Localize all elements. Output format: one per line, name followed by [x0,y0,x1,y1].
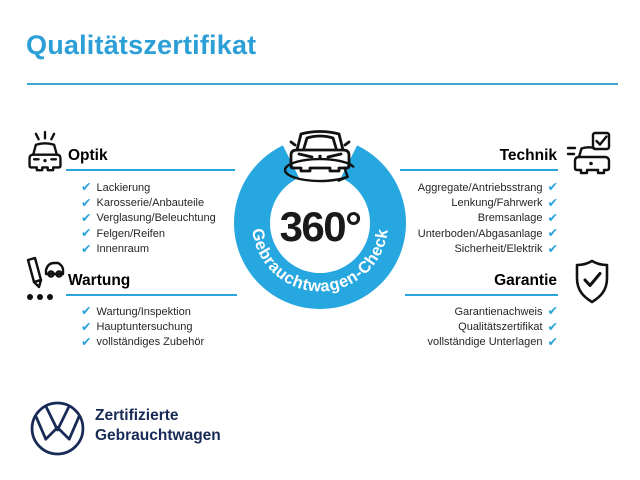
checklist-optik: ✔ Lackierung ✔ Karosserie/Anbauteile ✔ Verg… [81,180,216,256]
check-icon: ✔ [81,210,92,225]
check-icon: ✔ [81,180,92,195]
checklist-item-label: Innenraum [96,242,150,255]
checklist-item-label: Unterboden/Abgasanlage [417,227,543,240]
section-title-optik: Optik [68,147,108,164]
checklist-item: ✔ Karosserie/Anbauteile [81,195,216,210]
checklist-item: ✔ Hauptuntersuchung [81,319,204,334]
checklist-item: Qualitätszertifikat ✔ [428,319,558,334]
checklist-item-label: vollständiges Zubehör [96,336,205,349]
check-icon: ✔ [547,195,558,210]
check-icon: ✔ [547,210,558,225]
car-rotate-icon [283,130,355,183]
footer-line1: Zertifizierte [95,407,179,424]
check-icon: ✔ [81,319,92,334]
section-title-garantie: Garantie [494,272,557,289]
checklist-garantie: Garantienachweis ✔ Qualitätszertifikat ✔ v… [428,304,558,350]
check-icon: ✔ [81,304,92,319]
checklist-wartung: ✔ Wartung/Inspektion ✔ Hauptuntersuchung ✔… [81,304,204,350]
checklist-item: ✔ Verglasung/Beleuchtung [81,211,216,226]
checklist-item: Aggregate/Antriebsstrang ✔ [418,180,558,195]
check-icon: ✔ [81,226,92,241]
checklist-item-label: Sicherheit/Elektrik [454,242,543,255]
checklist-item-label: Wartung/Inspektion [96,305,191,318]
checklist-item-label: Verglasung/Beleuchtung [96,212,216,225]
checklist-item-label: Karosserie/Anbauteile [96,196,205,209]
page-title: Qualitätszertifikat [26,30,257,60]
check-icon: ✔ [81,241,92,256]
checklist-item: vollständige Unterlagen ✔ [428,335,558,350]
car-shine-icon [28,130,62,172]
check-icon: ✔ [547,319,558,334]
checklist-item: Garantienachweis ✔ [428,304,558,319]
vw-logo [30,401,85,456]
checklist-item: Unterboden/Abgasanlage ✔ [418,226,558,241]
checklist-item-label: Felgen/Reifen [96,227,165,240]
section-rule-wartung [66,294,237,296]
checklist-item-label: Lackierung [96,181,151,194]
check-icon: ✔ [547,226,558,241]
checklist-item: ✔ vollständiges Zubehör [81,335,204,350]
service-pencil-car-icon [26,256,65,300]
section-rule-technik [400,169,558,171]
checklist-item: ✔ Lackierung [81,180,216,195]
degree-value: 360° [280,203,361,250]
ring-shape [234,137,407,309]
checklist-item-label: Qualitätszertifikat [458,320,543,333]
check-icon: ✔ [547,334,558,349]
check-icon: ✔ [547,304,558,319]
section-rule-optik [66,169,235,171]
checklist-item-label: Garantienachweis [454,305,543,318]
ring-notch [270,121,370,223]
checklist-item: ✔ Innenraum [81,241,216,256]
360-check-badge: Gebrauchtwagen-Check 360° [234,121,407,309]
checklist-item-label: vollständige Unterlagen [427,336,543,349]
check-icon: ✔ [81,334,92,349]
checklist-item: Sicherheit/Elektrik ✔ [418,241,558,256]
footer-brand-text: Zertifizierte Gebrauchtwagen [95,406,221,446]
check-icon: ✔ [547,241,558,256]
checklist-item-label: Hauptuntersuchung [96,320,193,333]
check-icon: ✔ [81,195,92,210]
checklist-item-label: Aggregate/Antriebsstrang [417,181,543,194]
check-icon: ✔ [547,180,558,195]
section-title-wartung: Wartung [68,272,131,289]
checklist-item-label: Bremsanlage [477,212,543,225]
car-checkbox-icon [566,131,611,175]
section-rule-garantie [405,294,558,296]
checklist-item: Lenkung/Fahrwerk ✔ [418,195,558,210]
footer-line2: Gebrauchtwagen [95,427,221,444]
checklist-technik: Aggregate/Antriebsstrang ✔ Lenkung/Fahrwe… [418,180,558,256]
checklist-item: Bremsanlage ✔ [418,211,558,226]
checklist-item: ✔ Felgen/Reifen [81,226,216,241]
checklist-item: ✔ Wartung/Inspektion [81,304,204,319]
section-title-technik: Technik [499,147,557,164]
header-divider [27,83,618,85]
shield-check-icon [575,259,609,304]
checklist-item-label: Lenkung/Fahrwerk [451,196,543,209]
